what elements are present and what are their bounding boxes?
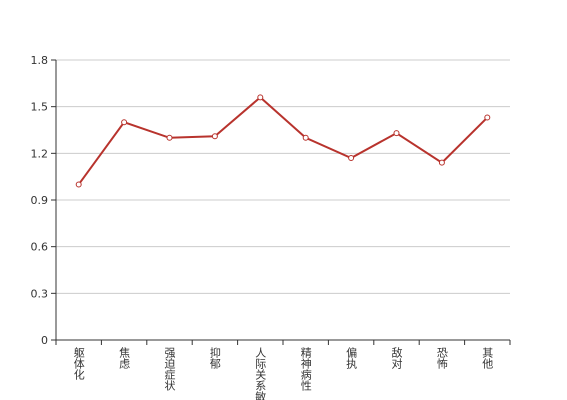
x-tick-label: 敌对 (390, 346, 403, 369)
point (484, 114, 491, 121)
point (393, 130, 400, 137)
point (302, 134, 309, 141)
x-tick-label: 焦虑 (118, 347, 131, 369)
y-tick-label: 0 (41, 334, 48, 347)
point (211, 133, 218, 140)
y-tick-label: 1.5 (31, 101, 49, 114)
point (75, 181, 82, 188)
y-tick-label: 1.2 (31, 147, 49, 160)
x-tick-label: 抑郁 (208, 346, 221, 369)
x-tick-label: 其他 (481, 347, 494, 369)
point (348, 155, 355, 161)
x-tick-label: 人际关系敏感 (254, 347, 267, 400)
x-tick-label: 精神病性 (299, 347, 312, 392)
y-tick-label: 0.6 (31, 241, 49, 254)
y-tick-label: 0.9 (31, 194, 49, 207)
y-tick-label: 1.8 (31, 54, 49, 67)
point (121, 119, 128, 126)
x-tick-label: 强迫症状 (163, 347, 176, 391)
y-tick-label: 0.3 (31, 287, 49, 300)
point (166, 134, 173, 141)
point (438, 159, 445, 166)
x-tick-label: 恐怖 (435, 347, 448, 369)
line (77, 96, 489, 186)
x-tick-label: 偏执 (345, 346, 358, 370)
point (257, 94, 264, 101)
x-tick-label: 躯体化 (72, 347, 85, 381)
